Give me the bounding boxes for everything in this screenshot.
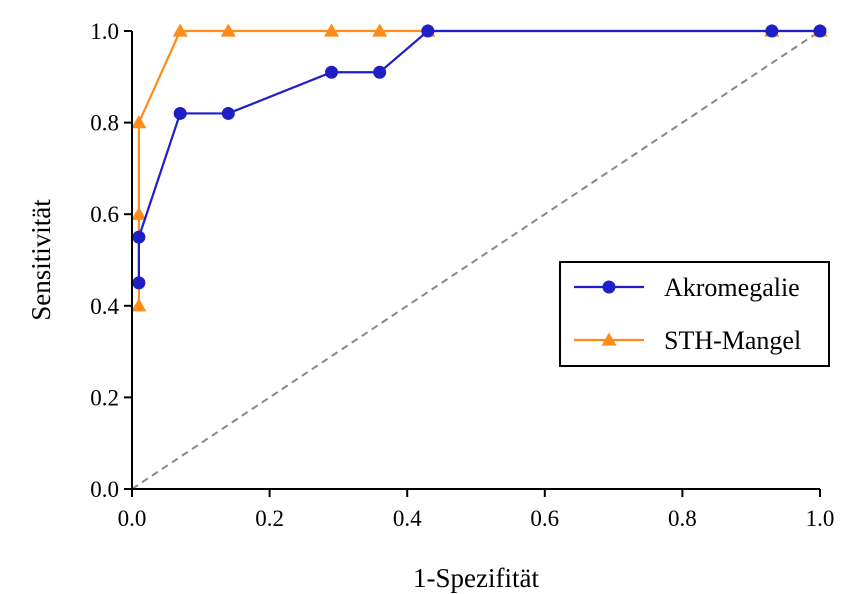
legend-label: STH-Mangel xyxy=(664,326,801,355)
series-akromegalie xyxy=(132,24,827,290)
legend: Akromegalie STH-Mangel xyxy=(559,261,830,367)
x-tick-label: 0.2 xyxy=(255,506,284,531)
axes: 0.0 0.2 0.4 0.6 0.8 1.0 0.0 0.2 0.4 0.6 0.8 1.0 xyxy=(90,19,834,531)
legend-box xyxy=(559,261,830,367)
data-point xyxy=(132,230,146,244)
y-tick-label: 1.0 xyxy=(90,19,119,44)
data-point xyxy=(131,115,147,129)
data-point xyxy=(220,23,236,37)
data-point xyxy=(172,23,188,37)
series-line xyxy=(137,29,820,283)
y-tick-label: 0.4 xyxy=(90,294,119,319)
x-axis-title: 1-Spezifität xyxy=(413,563,539,593)
data-point xyxy=(221,106,235,120)
legend-marker xyxy=(601,332,617,346)
x-tick-label: 0.8 xyxy=(668,506,697,531)
x-tick-label: 0.0 xyxy=(118,506,147,531)
legend-marker xyxy=(602,280,616,294)
data-point xyxy=(421,24,435,38)
data-point xyxy=(813,24,827,38)
x-tick-label: 0.6 xyxy=(530,506,559,531)
y-tick-label: 0.8 xyxy=(90,111,119,136)
data-point xyxy=(372,23,388,37)
data-point xyxy=(324,23,340,37)
legend-label: Akromegalie xyxy=(664,273,800,302)
x-tick-label: 1.0 xyxy=(806,506,835,531)
data-point xyxy=(131,206,147,220)
reference-diagonal xyxy=(131,30,821,490)
y-tick-label: 0.0 xyxy=(90,477,119,502)
y-tick-label: 0.2 xyxy=(90,385,119,410)
plot-area xyxy=(131,23,828,490)
data-point xyxy=(131,298,147,312)
x-tick-label: 0.4 xyxy=(393,506,422,531)
data-point xyxy=(173,106,187,120)
data-point xyxy=(325,65,339,79)
data-point xyxy=(373,65,387,79)
data-point xyxy=(765,24,779,38)
y-axis-title: Sensitivität xyxy=(26,199,56,321)
data-point xyxy=(132,276,146,290)
y-tick-label: 0.6 xyxy=(90,202,119,227)
